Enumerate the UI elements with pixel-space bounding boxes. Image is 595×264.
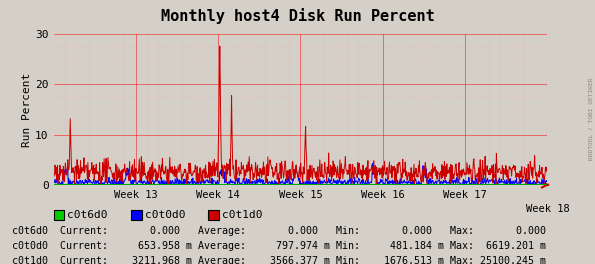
Text: c0t6d0  Current:       0.000   Average:       0.000   Min:       0.000   Max:   : c0t6d0 Current: 0.000 Average: 0.000 Min… [12,226,546,236]
Y-axis label: Run Percent: Run Percent [23,72,32,147]
Text: c0t1d0: c0t1d0 [222,210,262,220]
Text: Week 18: Week 18 [525,204,569,214]
Text: c0t1d0  Current:    3211.968 m Average:    3566.377 m Min:    1676.513 m Max: 25: c0t1d0 Current: 3211.968 m Average: 3566… [12,256,546,264]
Text: c0t6d0: c0t6d0 [67,210,108,220]
Text: c0t0d0: c0t0d0 [145,210,185,220]
Text: Monthly host4 Disk Run Percent: Monthly host4 Disk Run Percent [161,8,434,24]
Text: c0t0d0  Current:     653.958 m Average:     797.974 m Min:     481.184 m Max:  6: c0t0d0 Current: 653.958 m Average: 797.9… [12,241,546,251]
Text: RRDTOOL / TOBI OETIKER: RRDTOOL / TOBI OETIKER [589,78,594,160]
Bar [54,210,64,220]
Bar [208,210,219,220]
Bar [131,210,142,220]
